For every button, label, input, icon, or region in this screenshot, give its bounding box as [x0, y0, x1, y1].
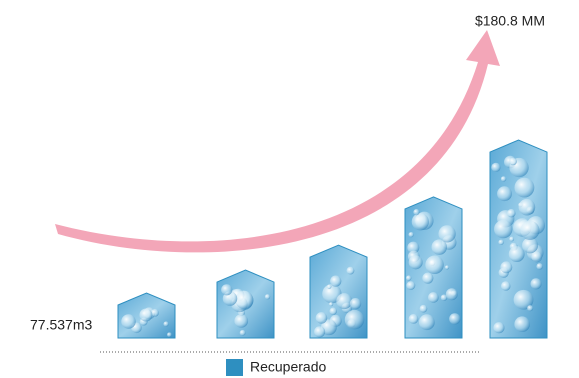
bar	[216, 269, 275, 339]
growth-arrow	[55, 30, 500, 253]
bar	[117, 292, 176, 339]
bar	[309, 244, 368, 339]
legend-swatch	[226, 359, 243, 376]
bar	[489, 139, 548, 339]
annotation: $180.8 MM	[475, 13, 545, 29]
value-label: 77.537m3	[30, 317, 92, 333]
bar	[404, 196, 463, 339]
legend-label: Recuperado	[250, 359, 326, 375]
